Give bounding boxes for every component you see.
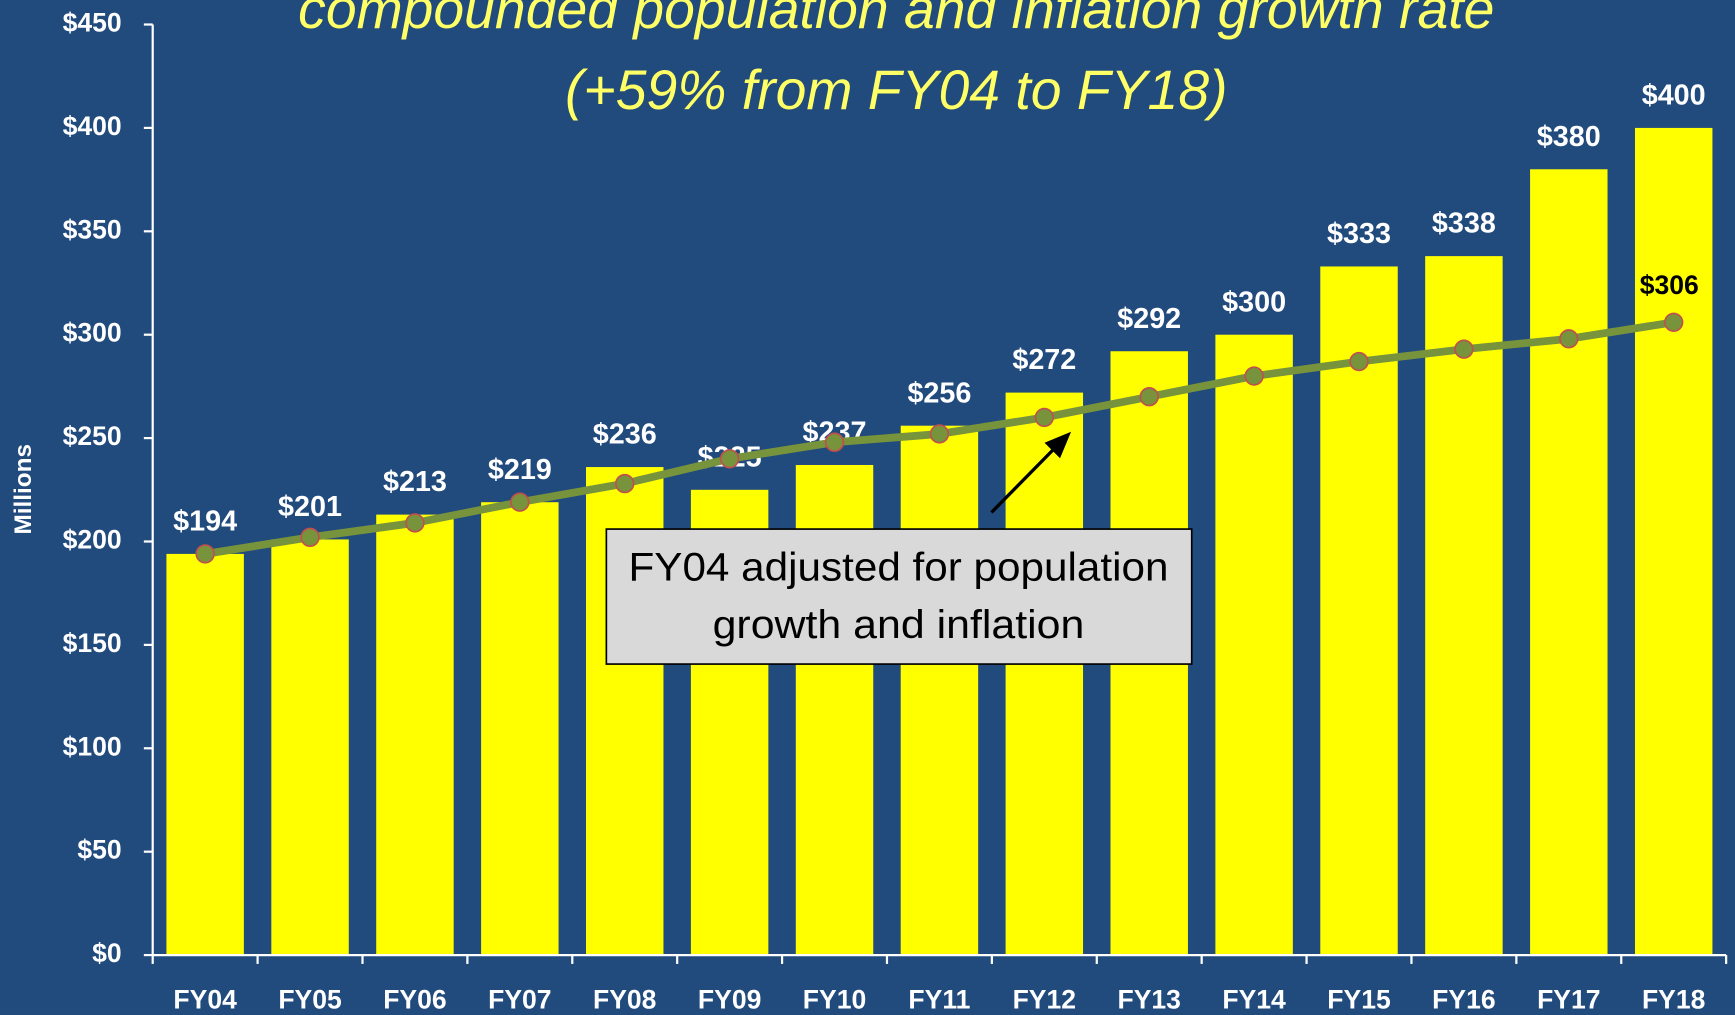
line-marker — [1349, 351, 1369, 372]
x-tick-label: FY12 — [1013, 985, 1076, 1015]
line-marker — [929, 424, 950, 444]
y-tick-label: $400 — [63, 111, 122, 141]
bar — [376, 514, 454, 956]
x-tick-label: FY04 — [173, 985, 237, 1015]
y-tick-label: $100 — [63, 731, 122, 761]
data-label: $194 — [173, 506, 237, 538]
data-label: $338 — [1432, 208, 1496, 240]
data-label: $272 — [1012, 344, 1076, 376]
annotation-arrow-head — [1044, 431, 1072, 459]
data-label: $300 — [1222, 286, 1286, 318]
annotation-text: FY04 adjusted for population — [628, 546, 1168, 590]
line-marker — [824, 432, 845, 452]
x-tick-label: FY08 — [593, 985, 656, 1015]
annotation-box — [605, 528, 1193, 665]
chart-subtitle: (+59% from FY04 to FY18) — [565, 59, 1227, 121]
line-marker — [1664, 312, 1684, 332]
y-axis-label: Millions — [10, 444, 37, 535]
x-tick-label: FY18 — [1642, 985, 1705, 1015]
line-marker — [1034, 407, 1055, 428]
data-label: $333 — [1327, 218, 1391, 250]
bar — [166, 553, 244, 956]
y-tick-label: $350 — [63, 214, 122, 244]
x-tick-label: FY05 — [278, 985, 342, 1015]
bar — [1425, 256, 1503, 956]
line-marker — [1244, 366, 1264, 386]
x-tick-label: FY06 — [383, 985, 446, 1015]
bar — [1530, 169, 1608, 956]
data-label: $292 — [1117, 303, 1181, 335]
x-tick-label: FY14 — [1222, 985, 1286, 1015]
bar — [481, 502, 559, 956]
x-tick-label: FY17 — [1537, 985, 1600, 1015]
x-tick-label: FY16 — [1432, 985, 1495, 1015]
y-tick-label: $250 — [63, 421, 122, 451]
x-tick-label: FY09 — [698, 985, 761, 1015]
line-marker — [300, 527, 320, 548]
line-marker — [510, 492, 530, 512]
y-tick-label: $200 — [63, 525, 122, 555]
y-tick-label: $150 — [63, 628, 122, 658]
bar — [1634, 127, 1713, 956]
bar — [1005, 392, 1084, 956]
y-tick-label: $50 — [77, 835, 121, 865]
data-label: $201 — [278, 491, 342, 523]
data-label: $213 — [383, 466, 447, 498]
annotation-arrow-line — [990, 443, 1060, 514]
annotation-text: growth and inflation — [713, 603, 1085, 647]
line-marker — [1454, 339, 1474, 359]
data-label: $236 — [593, 419, 657, 451]
bar — [1320, 266, 1398, 956]
data-label: $219 — [488, 454, 552, 486]
data-label: $306 — [1640, 270, 1699, 300]
y-tick-label: $300 — [63, 318, 122, 348]
bar — [1215, 334, 1293, 956]
line-marker — [195, 544, 215, 564]
line-marker — [719, 449, 740, 469]
line-marker — [1559, 329, 1579, 349]
y-tick-label: $450 — [63, 8, 122, 38]
bar — [900, 425, 979, 956]
chart-title: compounded population and inflation grow… — [298, 0, 1494, 40]
x-tick-label: FY10 — [803, 985, 866, 1015]
line-marker — [405, 513, 425, 533]
x-tick-label: FY11 — [908, 985, 970, 1015]
y-tick-label: $0 — [92, 938, 122, 968]
x-tick-label: FY13 — [1117, 985, 1180, 1015]
data-label: $380 — [1537, 121, 1601, 153]
data-label: $256 — [907, 377, 971, 409]
line-marker — [615, 473, 635, 494]
data-label: $400 — [1642, 80, 1706, 112]
line-marker — [1139, 387, 1159, 407]
x-tick-label: FY07 — [488, 985, 551, 1015]
x-tick-label: FY15 — [1327, 985, 1391, 1015]
bar — [271, 539, 349, 956]
